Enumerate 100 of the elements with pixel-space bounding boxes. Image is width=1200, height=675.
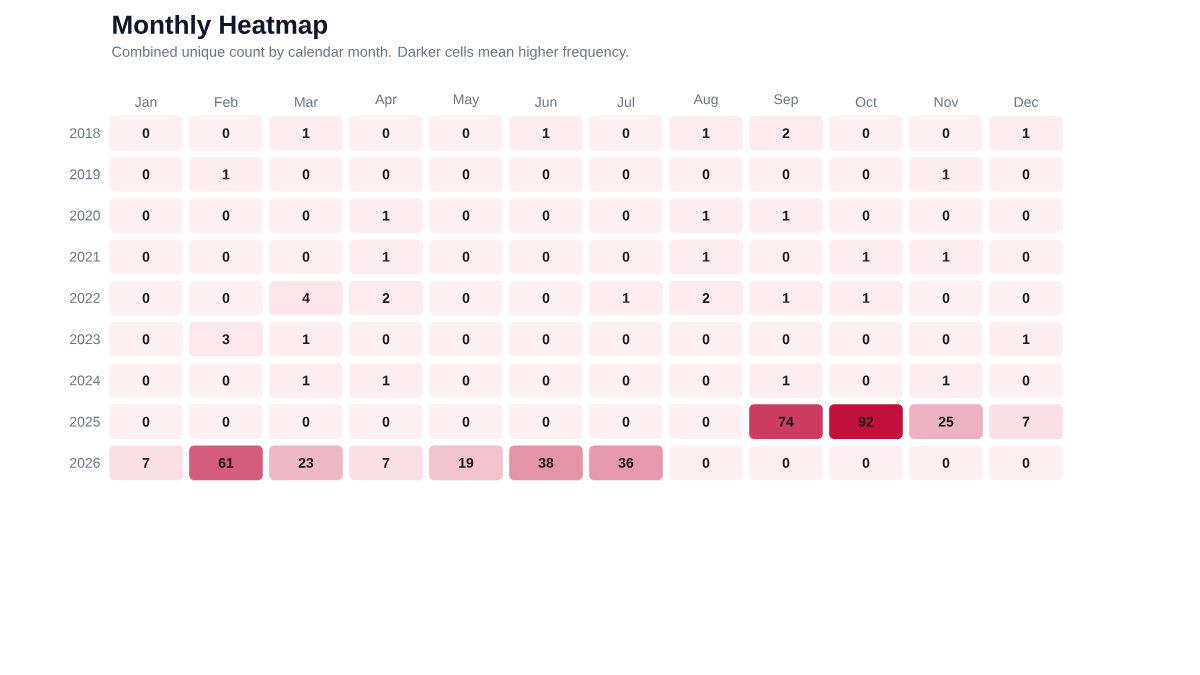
- data-label: 1: [782, 293, 790, 303]
- data-label: 0: [622, 251, 630, 262]
- data-label: 1: [302, 128, 310, 138]
- data-label: 1: [382, 251, 390, 262]
- data-label: 0: [302, 251, 310, 262]
- data-label: 0: [1022, 375, 1030, 386]
- x-tick-label: Aug: [693, 94, 718, 107]
- data-label: 19: [459, 457, 474, 468]
- data-label: 0: [1022, 169, 1030, 180]
- data-label: 0: [702, 169, 710, 180]
- data-label: 0: [942, 457, 950, 468]
- data-label: 0: [782, 334, 790, 345]
- data-label: 0: [382, 128, 390, 139]
- data-label: 0: [622, 375, 630, 386]
- data-label: 0: [542, 251, 550, 262]
- data-label: 0: [382, 169, 390, 180]
- x-tick-label: Jan: [134, 97, 157, 107]
- data-label: 0: [462, 334, 470, 345]
- data-label: 0: [702, 416, 710, 427]
- data-label: 0: [942, 293, 950, 303]
- x-tick-label: Mar: [295, 97, 318, 107]
- x-tick-label: Sep: [774, 94, 798, 107]
- data-label: 0: [222, 293, 230, 303]
- x-tick-label: Dec: [1014, 97, 1039, 107]
- y-tick-label: 2022: [70, 293, 100, 303]
- chart-subtitle: Combined unique count by calendar month. Darker cells mean higher frequency.: [112, 46, 628, 60]
- x-tick-label: Nov: [934, 97, 959, 107]
- data-label: 1: [862, 293, 870, 303]
- data-label: 1: [1023, 334, 1030, 345]
- y-tick-label: 2019: [70, 169, 100, 180]
- data-label: 1: [622, 293, 630, 303]
- data-label: 92: [858, 416, 874, 427]
- data-label: 1: [222, 169, 230, 180]
- data-label: 0: [142, 375, 150, 386]
- data-label: 0: [942, 128, 950, 139]
- data-label: 1: [782, 375, 790, 386]
- data-label: 0: [382, 334, 390, 345]
- data-label: 0: [942, 210, 950, 221]
- x-tick-label: Oct: [855, 97, 877, 107]
- data-label: 0: [862, 375, 870, 386]
- data-label: 2: [782, 128, 790, 139]
- data-label: 0: [942, 334, 950, 345]
- data-label: 1: [542, 128, 550, 138]
- data-label: 36: [618, 457, 634, 468]
- data-label: 0: [462, 251, 470, 262]
- data-label: 0: [462, 128, 470, 139]
- data-label: 1: [1023, 128, 1030, 138]
- data-label: 0: [222, 251, 230, 262]
- data-label: 0: [142, 210, 150, 221]
- chart-title: Monthly Heatmap: [113, 14, 328, 40]
- data-label: 0: [142, 293, 150, 303]
- data-label: 1: [702, 128, 710, 138]
- data-label: 0: [782, 251, 790, 262]
- data-label: 0: [1022, 457, 1030, 468]
- data-label: 1: [942, 375, 950, 386]
- data-label: 38: [538, 457, 554, 468]
- y-tick-label: 2025: [70, 416, 100, 427]
- data-label: 0: [462, 210, 470, 221]
- data-label: 0: [462, 416, 470, 427]
- data-label: 0: [542, 210, 550, 221]
- data-label: 0: [862, 210, 870, 221]
- data-label: 1: [302, 334, 310, 345]
- y-tick-label: 2021: [70, 251, 100, 262]
- data-label: 1: [942, 169, 950, 180]
- data-label: 4: [302, 293, 310, 303]
- data-label: 0: [622, 334, 630, 345]
- data-label: 0: [862, 128, 870, 139]
- data-label: 0: [702, 334, 710, 345]
- data-label: 0: [1022, 293, 1030, 303]
- data-label: 0: [862, 457, 870, 468]
- y-tick-label: 2020: [70, 210, 100, 221]
- data-label: 23: [298, 457, 314, 468]
- data-label: 1: [382, 375, 390, 386]
- data-label: 0: [142, 416, 150, 427]
- data-label: 0: [542, 375, 550, 386]
- data-label: 7: [382, 458, 390, 468]
- data-label: 1: [382, 210, 390, 221]
- data-label: 0: [142, 128, 150, 139]
- data-label: 2: [382, 293, 390, 303]
- x-tick-label: Jul: [617, 96, 635, 107]
- x-tick-label: Apr: [375, 94, 397, 107]
- data-label: 1: [702, 251, 710, 262]
- x-tick-label: May: [453, 94, 480, 107]
- data-label: 0: [1022, 251, 1030, 262]
- data-label: 0: [462, 293, 470, 303]
- data-label: 0: [862, 169, 870, 180]
- y-tick-label: 2026: [70, 457, 100, 468]
- data-label: 7: [1022, 416, 1030, 427]
- data-label: 0: [782, 169, 790, 180]
- y-tick-label: 2018: [70, 128, 100, 139]
- y-tick-label: 2024: [70, 375, 101, 386]
- data-label: 0: [542, 293, 550, 303]
- data-label: 1: [942, 251, 950, 262]
- data-label: 2: [702, 293, 710, 303]
- data-label: 7: [142, 458, 150, 468]
- data-label: 0: [222, 128, 230, 139]
- data-label: 1: [862, 251, 870, 262]
- data-label: 0: [542, 416, 550, 427]
- data-label: 0: [1022, 210, 1030, 221]
- data-label: 0: [302, 169, 310, 180]
